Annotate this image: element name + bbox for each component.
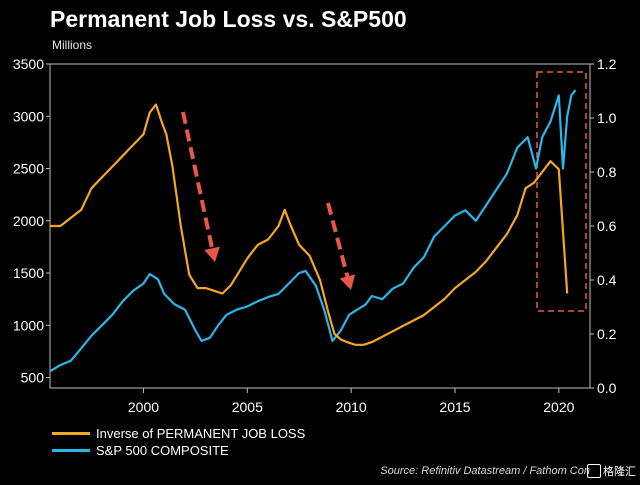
y-left-tick-label: 3500 (13, 56, 44, 72)
legend-label-sp500: S&P 500 COMPOSITE (96, 443, 229, 458)
legend-item-sp500: S&P 500 COMPOSITE (52, 442, 305, 459)
series-line-sp500 (49, 89, 577, 373)
y-left-tick-label: 500 (21, 370, 45, 386)
watermark-text: 格隆汇 (603, 466, 636, 478)
x-tick-label: 2020 (543, 399, 574, 415)
plot-border (49, 63, 591, 389)
y-right-tick-label: 0.4 (597, 272, 617, 288)
x-tick-label: 2015 (439, 399, 470, 415)
annotations (181, 71, 587, 312)
legend-label-job-loss: Inverse of PERMANENT JOB LOSS (96, 426, 306, 441)
highlight-box-2020 (536, 71, 587, 312)
legend-item-job-loss: Inverse of PERMANENT JOB LOSS (52, 425, 305, 442)
downturn-arrow-2001 (181, 111, 220, 262)
y-right-tick-label: 1.0 (597, 110, 617, 126)
legend: Inverse of PERMANENT JOB LOSS S&P 500 CO… (52, 425, 305, 459)
y-left-tick-label: 2500 (13, 161, 44, 177)
legend-swatch-sp500 (52, 449, 90, 452)
y-right-tick-label: 1.2 (597, 56, 617, 72)
y-right-tick-label: 0.8 (597, 164, 617, 180)
x-tick-label: 2010 (336, 399, 367, 415)
y-right-tick-label: 0.6 (597, 218, 617, 234)
y-left-tick-label: 2000 (13, 213, 44, 229)
watermark: 格隆汇 (587, 463, 636, 479)
x-tick-label: 2005 (232, 399, 263, 415)
source-note: Source: Refinitiv Datastream / Fathom Co… (380, 465, 590, 477)
legend-swatch-job-loss (52, 432, 90, 435)
y-right-tick-label: 0.0 (597, 380, 617, 396)
watermark-logo-icon (587, 464, 601, 478)
series-line-job-loss (50, 103, 569, 346)
y-left-tick-label: 3000 (13, 108, 44, 124)
axes-layer: 2000 2005 2010 2015 2020 500 1000 1500 2000 2500 3… (13, 56, 617, 415)
chart-subtitle: Millions (52, 38, 93, 52)
chart-title: Permanent Job Loss vs. S&P500 (50, 6, 407, 32)
y-left-tick-label: 1500 (13, 265, 44, 281)
plot-frame (49, 63, 591, 389)
downturn-arrow-2008 (326, 202, 356, 290)
y-right-tick-label: 0.2 (597, 326, 617, 342)
y-left-tick-label: 1000 (13, 317, 44, 333)
x-tick-label: 2000 (128, 399, 159, 415)
series-layer (49, 89, 577, 373)
